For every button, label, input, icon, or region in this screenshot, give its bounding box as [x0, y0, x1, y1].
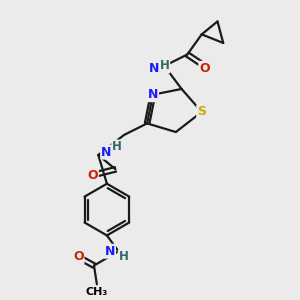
Text: CH₃: CH₃ [86, 286, 108, 296]
Text: N: N [105, 245, 115, 258]
Text: O: O [199, 62, 210, 75]
Text: N: N [149, 62, 160, 75]
Text: H: H [159, 59, 169, 73]
Text: O: O [87, 169, 98, 182]
Text: H: H [118, 250, 128, 263]
Text: S: S [197, 105, 206, 119]
Text: O: O [73, 250, 83, 263]
Text: N: N [148, 88, 158, 101]
Text: H: H [112, 140, 122, 154]
Text: N: N [101, 146, 112, 159]
